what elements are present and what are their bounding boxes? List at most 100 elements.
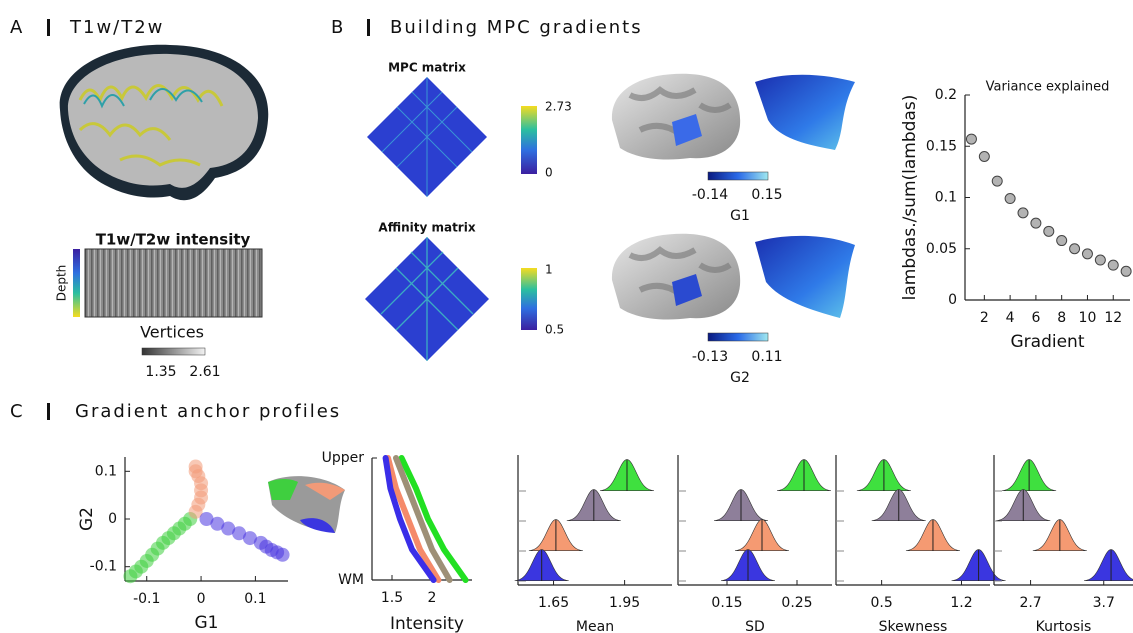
brain-surface — [611, 73, 855, 320]
depth-colorbar — [73, 249, 80, 317]
panel-b: B Building MPC gradients MPC matrix 2.73… — [331, 17, 855, 386]
x-tick-label: 0.1 — [244, 591, 266, 607]
colorbar-label: 0 — [545, 166, 553, 180]
x-tick-label: 1.65 — [538, 595, 569, 611]
panel-letter: A — [10, 17, 24, 38]
colorbar-label: 2.61 — [189, 364, 220, 380]
y-tick-label: 0.1 — [935, 190, 957, 206]
separator — [367, 19, 370, 36]
profile-line — [393, 455, 453, 583]
point — [978, 151, 990, 162]
profile-line — [382, 455, 437, 583]
colorbar-label: 2.73 — [545, 100, 572, 114]
point — [1043, 225, 1055, 237]
colorbar-label: 1.35 — [145, 364, 176, 380]
colorbar-label: 1 — [545, 263, 553, 277]
chart-title: Variance explained — [986, 80, 1110, 95]
x-tick-label: 4 — [1006, 310, 1015, 326]
point — [1030, 217, 1042, 229]
panel-title: Building MPC gradients — [390, 17, 643, 38]
x-tick-label: 2 — [428, 590, 437, 606]
separator — [47, 19, 50, 36]
point — [1004, 193, 1016, 205]
y-axis-label: G2 — [77, 507, 97, 531]
point — [275, 547, 290, 562]
colorbar-label: 0.5 — [545, 323, 564, 337]
brain-slice — [59, 44, 269, 201]
mpc-matrix — [367, 77, 487, 197]
point — [1069, 243, 1081, 255]
x-tick-label: 1.2 — [950, 595, 972, 611]
matrix-title: MPC matrix — [388, 61, 466, 75]
colorbar — [707, 332, 769, 342]
gradient-label: G1 — [730, 208, 750, 224]
x-tick-label: 3.7 — [1093, 595, 1115, 611]
colorbar-label: 0.15 — [751, 187, 782, 203]
colorbar — [521, 268, 537, 330]
x-axis-label: Mean — [576, 619, 614, 633]
point — [1120, 265, 1132, 277]
x-axis-label: Skewness — [879, 619, 948, 633]
heatmap-title: T1w/T2w intensity — [96, 231, 251, 249]
colorbar-label: -0.14 — [692, 187, 728, 203]
x-tick-label: -0.1 — [133, 591, 160, 607]
point — [1017, 207, 1029, 219]
panel-c: C Gradient anchor profiles — [10, 401, 345, 533]
panel-title: T1w/T2w — [69, 17, 164, 38]
matrix-title: Affinity matrix — [378, 221, 475, 235]
x-axis-label: G1 — [195, 613, 219, 633]
point — [188, 504, 203, 519]
x-tick-label: 0 — [197, 591, 206, 607]
y-tick-label: Upper — [322, 450, 365, 466]
axis-label: Vertices — [140, 323, 204, 342]
point — [1107, 259, 1119, 271]
panel-letter: C — [10, 401, 25, 422]
colorbar-label: 0.11 — [751, 349, 782, 365]
colorbar-label: -0.13 — [692, 349, 728, 365]
y-axis-label: lambdas./sum(lambdas) — [900, 95, 920, 301]
x-tick-label: 0.5 — [870, 595, 892, 611]
profile-line — [398, 455, 469, 583]
x-axis-label: Intensity — [390, 614, 464, 633]
heatmap — [84, 248, 263, 318]
point — [1056, 235, 1068, 247]
point — [991, 175, 1003, 187]
x-axis-label: Kurtosis — [1036, 619, 1092, 633]
separator — [47, 403, 50, 420]
y-tick-label: 0.2 — [935, 87, 957, 103]
y-tick-label: 0 — [948, 292, 957, 308]
affinity-matrix — [365, 237, 489, 361]
point — [1081, 248, 1093, 260]
panel-a: A T1w/T2w T1w/T2w intensity Depth Vertic… — [10, 17, 269, 380]
x-tick-label: 6 — [1031, 310, 1040, 326]
point — [232, 526, 247, 541]
flat-map — [268, 476, 345, 533]
point — [199, 512, 214, 526]
x-tick-label: 2 — [980, 310, 989, 326]
gradient-label: G2 — [730, 370, 750, 386]
x-axis-label: SD — [745, 619, 765, 633]
point — [965, 133, 977, 145]
y-tick-label: -0.1 — [90, 559, 117, 575]
x-tick-label: 1.5 — [381, 590, 403, 606]
panel-title: Gradient anchor profiles — [75, 401, 341, 422]
point — [210, 516, 225, 531]
panel-letter: B — [331, 17, 345, 38]
point — [242, 531, 257, 546]
colorbar — [707, 171, 769, 181]
colorbar — [521, 106, 537, 174]
density — [1084, 549, 1133, 581]
x-tick-label: 0.25 — [781, 595, 812, 611]
x-tick-label: 2.7 — [1019, 595, 1041, 611]
x-tick-label: 8 — [1057, 310, 1066, 326]
x-tick-label: 12 — [1104, 310, 1122, 326]
x-tick-label: 0.15 — [711, 595, 742, 611]
y-tick-label: WM — [338, 572, 364, 588]
x-tick-label: 1.95 — [609, 595, 640, 611]
x-axis-label: Gradient — [1011, 332, 1085, 352]
point — [1094, 254, 1106, 266]
point — [221, 521, 236, 536]
gray-colorbar — [141, 347, 206, 356]
profile-line — [385, 455, 442, 583]
